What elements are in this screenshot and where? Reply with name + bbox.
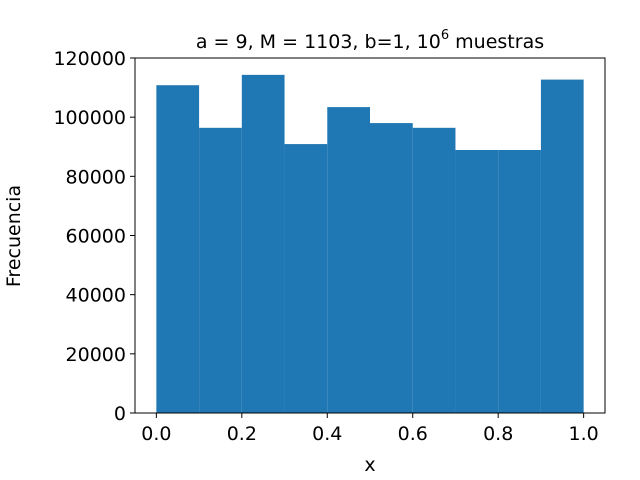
histogram-bar (412, 127, 456, 414)
y-axis-ticks: 0 20000 40000 60000 80000 100000 120000 (53, 48, 135, 425)
chart-title-suffix: muestras (449, 31, 544, 53)
x-tick-label: 0.4 (312, 423, 342, 445)
y-tick-label: 100000 (53, 107, 126, 129)
y-tick-label: 40000 (66, 285, 126, 307)
y-tick-label: 60000 (66, 226, 126, 248)
histogram-bar (540, 79, 584, 414)
histogram-bar (498, 150, 541, 414)
x-tick-label: 0.0 (141, 423, 171, 445)
x-tick-label: 0.2 (227, 423, 257, 445)
chart-title: a = 9, M = 1103, b=1, 106 muestras (196, 28, 544, 53)
histogram-bar (284, 144, 328, 413)
x-tick-label: 0.6 (398, 423, 428, 445)
y-tick-label: 20000 (66, 344, 126, 366)
histogram-bars (156, 74, 584, 414)
x-tick-label: 1.0 (569, 423, 599, 445)
chart-title-main: a = 9, M = 1103, b=1, 10 (196, 31, 441, 53)
y-tick-label: 0 (114, 403, 126, 425)
histogram-bar (156, 85, 200, 413)
histogram-bar (241, 74, 285, 414)
y-axis-label: Frecuencia (3, 185, 25, 287)
x-axis-label: x (364, 454, 375, 476)
histogram-bar (327, 107, 370, 413)
chart-title-superscript: 6 (441, 28, 449, 43)
histogram-bar (370, 123, 413, 413)
x-tick-label: 0.8 (483, 423, 513, 445)
x-axis-ticks: 0.0 0.2 0.4 0.6 0.8 1.0 (141, 413, 599, 445)
histogram-bar (455, 150, 499, 414)
histogram-bar (199, 127, 242, 414)
y-tick-label: 120000 (53, 48, 126, 70)
y-tick-label: 80000 (66, 166, 126, 188)
